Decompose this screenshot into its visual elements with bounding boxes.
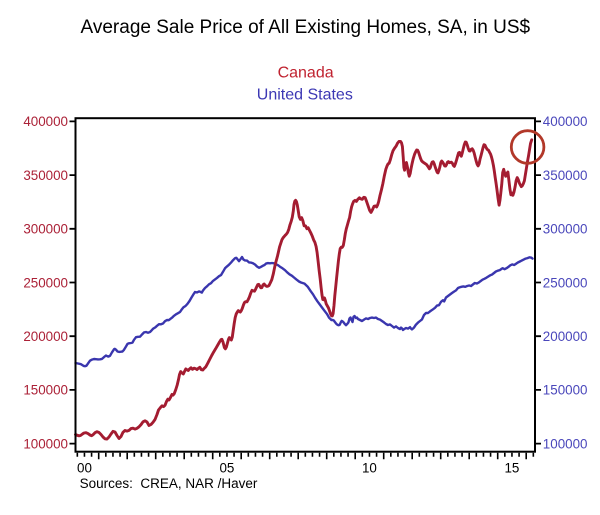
svg-text:200000: 200000 [23,329,68,344]
svg-text:350000: 350000 [543,168,588,183]
svg-text:300000: 300000 [23,222,68,237]
svg-text:350000: 350000 [23,168,68,183]
svg-text:Average Sale Price of All Exis: Average Sale Price of All Existing Homes… [81,17,531,38]
svg-text:100000: 100000 [23,436,68,451]
svg-text:400000: 400000 [543,114,588,129]
svg-text:400000: 400000 [23,114,68,129]
svg-text:200000: 200000 [543,329,588,344]
svg-text:15: 15 [504,460,519,475]
svg-text:250000: 250000 [543,275,588,290]
svg-text:150000: 150000 [23,383,68,398]
svg-text:10: 10 [362,460,377,475]
svg-text:300000: 300000 [543,222,588,237]
svg-text:150000: 150000 [543,383,588,398]
svg-text:05: 05 [219,460,234,475]
svg-text:100000: 100000 [543,436,588,451]
svg-text:Sources: CREA, NAR /Haver: Sources: CREA, NAR /Haver [80,476,258,491]
svg-text:United States: United States [257,87,353,104]
svg-text:250000: 250000 [23,275,68,290]
svg-text:Canada: Canada [278,65,334,82]
svg-text:00: 00 [77,460,92,475]
